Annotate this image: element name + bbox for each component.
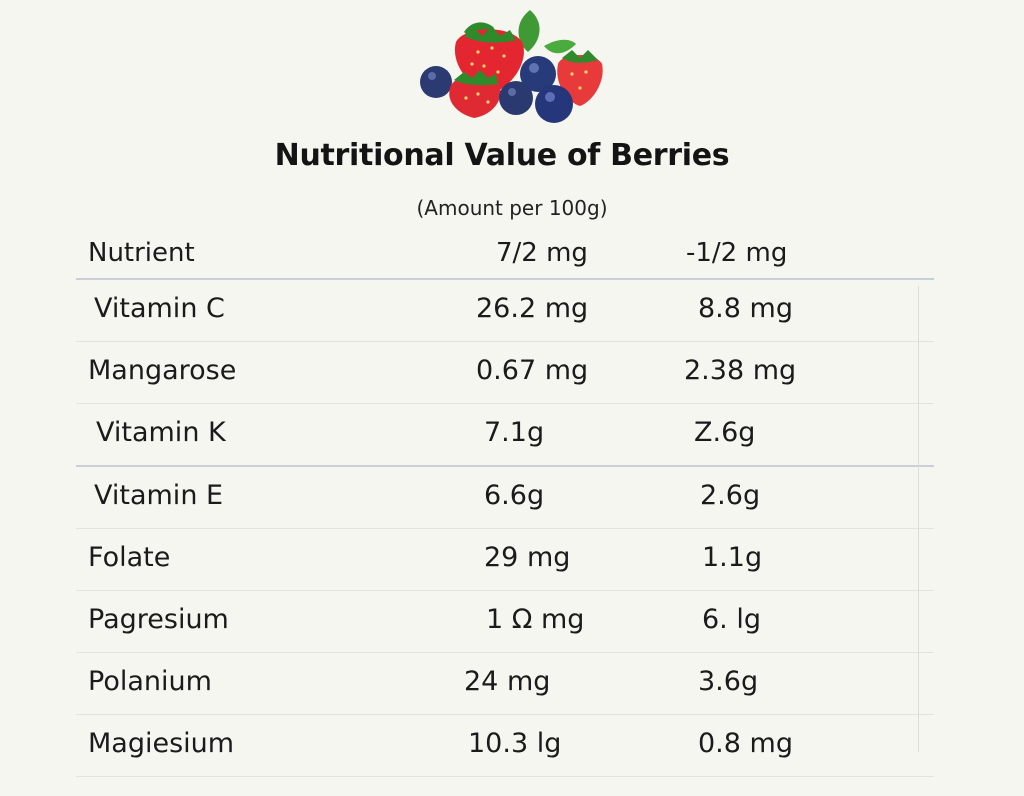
value-column-3: 1.1g (702, 542, 763, 573)
blueberry-icon (535, 85, 573, 123)
header-column-3: -1/2 mg (686, 238, 788, 268)
value-column-3: 2.6g (700, 480, 761, 511)
blueberry-icon (520, 56, 556, 92)
nutrient-name: Folate (88, 542, 171, 573)
table-row: Vitamin C 26.2 mg 8.8 mg (76, 280, 934, 342)
value-column-3: 3.6g (698, 666, 759, 697)
table-row: Magiesium 10.3 lg 0.8 mg (76, 715, 934, 777)
nutrient-name: Vitamin E (94, 480, 224, 511)
value-column-2: 26.2 mg (476, 293, 589, 324)
leaf-icon (518, 10, 540, 52)
nutrient-name: Polanium (88, 666, 212, 697)
berries-illustration (420, 10, 603, 123)
nutrient-name: Pagresium (88, 604, 229, 635)
leaf-icon (544, 39, 576, 54)
nutrient-name: Mangarose (88, 355, 237, 386)
blueberry-icon (420, 66, 452, 98)
value-column-2: 24 mg (464, 666, 551, 697)
value-column-2: 6.6g (484, 480, 545, 511)
table-header: Nutrient 7/2 mg -1/2 mg (76, 232, 934, 280)
nutrition-table: Nutrient 7/2 mg -1/2 mg Vitamin C 26.2 m… (76, 232, 934, 777)
table-right-border (918, 286, 919, 752)
value-column-3: 0.8 mg (698, 728, 793, 759)
table-row: Polanium 24 mg 3.6g (76, 653, 934, 715)
table-row: Vitamin E 6.6g 2.6g (76, 467, 934, 529)
value-column-2: 1 Ω mg (486, 604, 585, 635)
value-column-3: 2.38 mg (684, 355, 797, 386)
page-title: Nutritional Value of Berries (274, 138, 730, 173)
header-nutrient: Nutrient (88, 238, 195, 268)
header-column-2: 7/2 mg (496, 238, 588, 268)
table-row: Mangarose 0.67 mg 2.38 mg (76, 342, 934, 404)
nutrient-name: Vitamin K (96, 417, 226, 448)
value-column-3: 6. lg (702, 604, 761, 635)
strawberry-icon (449, 74, 501, 118)
value-column-2: 0.67 mg (476, 355, 589, 386)
page-subtitle: (Amount per 100g) (416, 196, 608, 220)
table-row: Folate 29 mg 1.1g (76, 529, 934, 591)
value-column-2: 7.1g (484, 417, 545, 448)
value-column-3: 8.8 mg (698, 293, 793, 324)
value-column-2: 29 mg (484, 542, 571, 573)
value-column-2: 10.3 lg (468, 728, 562, 759)
nutrient-name: Vitamin C (94, 293, 225, 324)
value-column-3: Z.6g (694, 417, 756, 448)
table-row: Vitamin K 7.1g Z.6g (76, 404, 934, 467)
nutrient-name: Magiesium (88, 728, 235, 759)
blueberry-icon (499, 81, 533, 115)
table-row: Pagresium 1 Ω mg 6. lg (76, 591, 934, 653)
